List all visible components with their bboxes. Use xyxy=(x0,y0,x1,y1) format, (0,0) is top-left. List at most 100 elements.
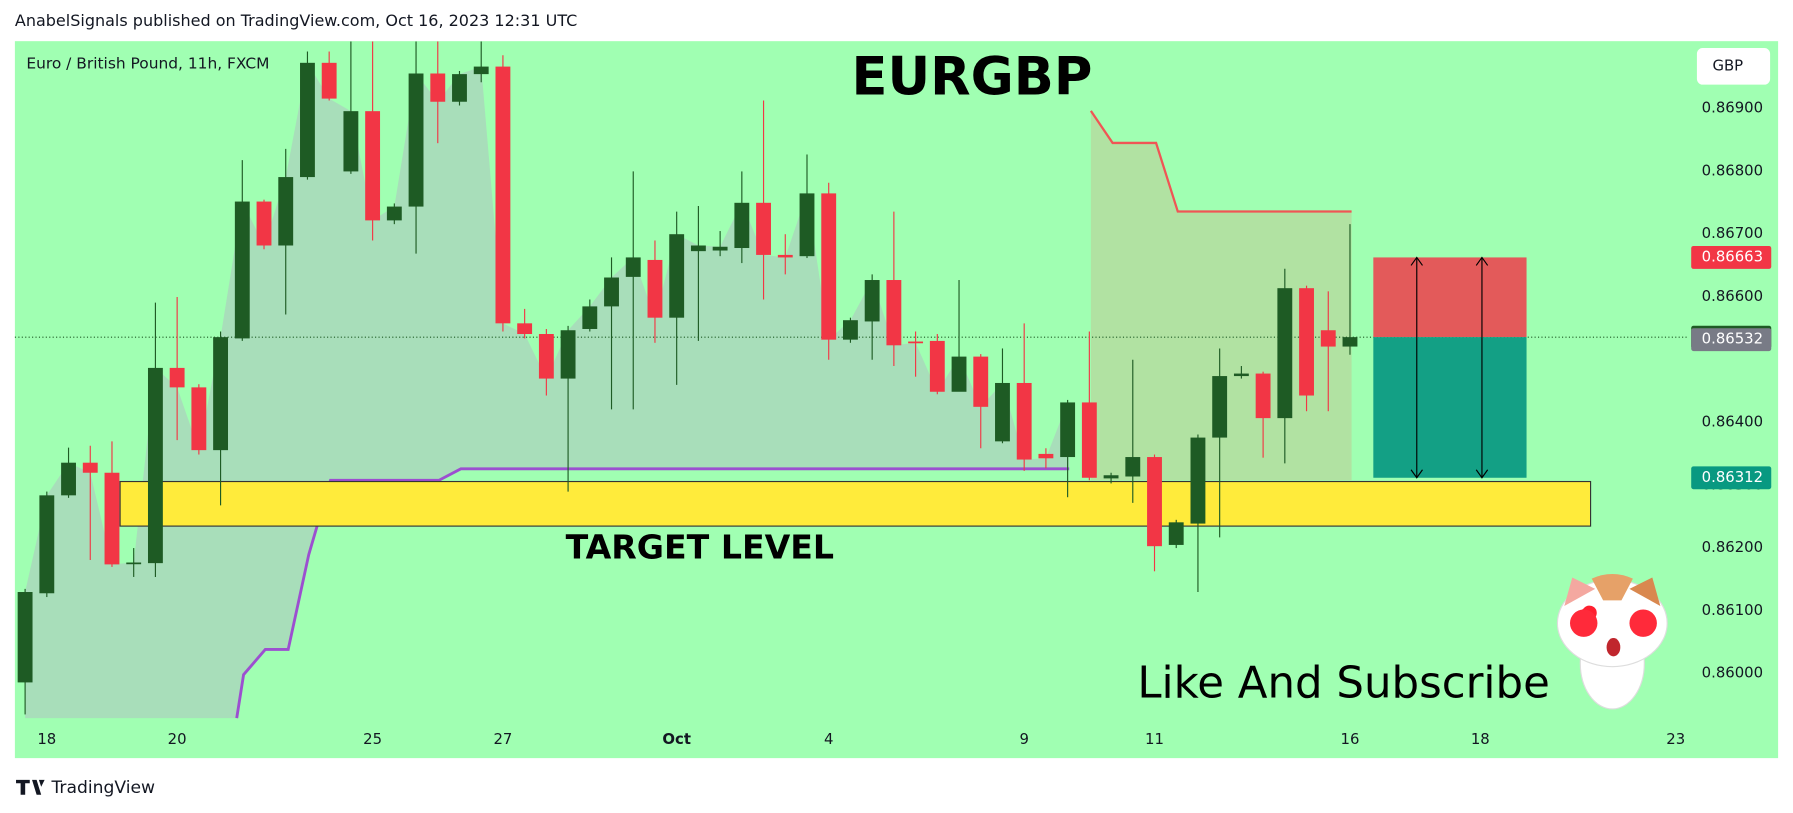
candle-body xyxy=(995,382,1010,442)
red-line xyxy=(1089,110,1352,213)
candle-body xyxy=(1212,376,1228,438)
candle-body xyxy=(1103,475,1119,479)
candle-body xyxy=(604,277,619,307)
title: EURGBP xyxy=(852,47,1093,108)
price-label: 0.86532 xyxy=(1702,330,1763,348)
candle-body xyxy=(1233,373,1249,377)
y-tick-label: 0.86000 xyxy=(1702,664,1763,682)
price-label-bg xyxy=(1691,466,1772,490)
x-tick-label: 23 xyxy=(1666,730,1685,748)
price-label-bg xyxy=(1691,245,1772,269)
candle-body xyxy=(1016,382,1032,460)
arrow-head xyxy=(1410,256,1423,479)
candle-body xyxy=(17,592,33,683)
candle-body xyxy=(538,334,554,379)
candle-body xyxy=(1060,402,1076,458)
candle-body xyxy=(1277,288,1293,419)
candle-body xyxy=(365,111,381,221)
candle-body xyxy=(256,201,272,246)
candle-body xyxy=(864,280,880,322)
candle-body xyxy=(169,367,185,388)
cat-sticker xyxy=(1556,574,1668,710)
candle-body xyxy=(756,202,771,255)
candle-body xyxy=(1168,522,1184,545)
candle-body xyxy=(1190,437,1206,524)
purple-line xyxy=(235,467,1070,719)
candle-body xyxy=(799,193,815,257)
candle-body xyxy=(734,202,750,249)
candle-body xyxy=(343,111,359,172)
candle-body xyxy=(908,341,924,344)
candle-body xyxy=(191,387,207,451)
candle-body xyxy=(386,206,402,221)
candle-body xyxy=(495,66,511,324)
candle-body xyxy=(82,462,98,473)
candle-body xyxy=(951,356,967,392)
candle-body xyxy=(278,177,294,246)
candle-body xyxy=(843,320,858,340)
candle-body xyxy=(213,337,229,451)
candle-body xyxy=(1320,330,1336,347)
candle-body xyxy=(560,330,576,379)
x-tick-label: 11 xyxy=(1145,730,1164,748)
candle-body xyxy=(582,306,598,329)
candle-body xyxy=(321,62,337,99)
candle-body xyxy=(452,74,467,102)
candle-body xyxy=(517,323,533,335)
candle-body xyxy=(234,201,250,339)
currency-button[interactable] xyxy=(1696,48,1771,85)
candle-body xyxy=(712,246,728,251)
price-label: 0.86312 xyxy=(1702,468,1763,486)
candle-body xyxy=(473,66,489,75)
header: AnabelSignals published on TradingView.c… xyxy=(15,11,577,30)
brand-logo xyxy=(16,779,45,795)
candle-body xyxy=(1081,402,1097,478)
candle-body xyxy=(1125,457,1141,477)
target-zone-position xyxy=(1373,337,1527,478)
x-tick-label: 27 xyxy=(493,730,512,748)
candle-body xyxy=(690,245,706,252)
candle-body xyxy=(973,356,989,407)
candle-body xyxy=(300,62,315,178)
currency[interactable]: GBP xyxy=(1712,56,1743,74)
candle-body xyxy=(147,367,163,564)
candle-body xyxy=(61,462,76,496)
arrow-head xyxy=(1475,256,1489,479)
target-zone xyxy=(119,480,1592,527)
x-tick-label: 18 xyxy=(1471,730,1490,748)
y-tick-label: 0.86400 xyxy=(1702,413,1763,431)
x-tick-label: 18 xyxy=(37,730,56,748)
x-tick-label: 9 xyxy=(1019,730,1028,748)
candle-body xyxy=(104,472,120,565)
candle-body xyxy=(777,254,793,258)
candle-body xyxy=(1255,373,1271,419)
y-tick-label: 0.86900 xyxy=(1702,99,1763,117)
candle-body xyxy=(1038,453,1054,459)
x-tick-label: 20 xyxy=(168,730,187,748)
x-tick-label: Oct xyxy=(662,730,691,748)
candle-body xyxy=(126,562,142,565)
x-tick-label: 16 xyxy=(1341,730,1360,748)
price-label-bg xyxy=(1691,328,1772,352)
annotation: TARGET LEVEL xyxy=(566,527,834,566)
candle-body xyxy=(929,340,945,392)
y-tick-label: 0.86200 xyxy=(1702,538,1763,556)
candle-body xyxy=(408,73,424,207)
annotation: Like And Subscribe xyxy=(1137,659,1549,709)
candle-body xyxy=(1147,457,1162,547)
brand: TradingView xyxy=(50,778,155,798)
stop-zone xyxy=(1373,257,1527,338)
x-tick-label: 25 xyxy=(363,730,382,748)
candle-body xyxy=(669,234,685,318)
candle-body xyxy=(821,193,837,340)
y-tick-label: 0.86800 xyxy=(1702,161,1763,179)
y-tick-label: 0.86600 xyxy=(1702,287,1763,305)
candle-body xyxy=(886,280,902,346)
y-tick-label: 0.86100 xyxy=(1702,601,1763,619)
symbol-legend: Euro / British Pound, 11h, FXCM xyxy=(26,55,269,73)
candle-body xyxy=(647,259,663,318)
price-label: 0.86663 xyxy=(1702,247,1763,265)
y-tick-label: 0.86700 xyxy=(1702,224,1763,242)
candle-body xyxy=(1342,337,1358,347)
